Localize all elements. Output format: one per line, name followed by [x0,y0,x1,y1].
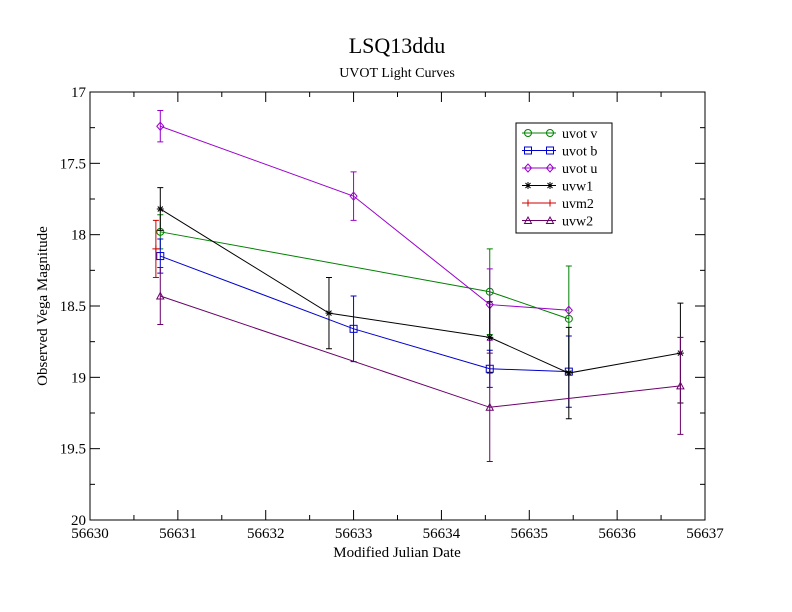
legend-label-uvw2: uvw2 [562,215,593,230]
legend: uvot v uvot b uvot u uvw1 uvm2 uvw2 [515,122,613,234]
error-bar-uvw2 [677,336,684,435]
series-line-uvot-u [160,125,569,311]
legend-label-uvm2: uvm2 [562,197,594,212]
legend-marker-uvw2 [545,215,555,224]
series-uvw2 [155,266,685,463]
legend-item-uvw1: uvw1 [522,180,593,195]
legend-box [515,122,613,234]
series-uvot-v [156,214,573,373]
legend-marker-uvw1 [546,182,554,189]
y-tick-label: 18 [71,228,86,244]
axis-ticks: 56630 56631 56632 56633 56634 56635 56636 56637… [60,85,725,542]
error-bar-uvot-u [350,171,357,221]
data-point-uvot-v [564,314,573,323]
series-line-uvw2 [160,295,681,408]
legend-marker-uvot-b [524,146,532,155]
x-tick-label: 56630 [71,526,109,542]
legend-label-uvw1: uvw1 [562,180,593,195]
series-uvot-b [156,238,573,408]
error-bar-uvw2 [486,352,493,463]
error-bar-uvot-u [157,110,164,143]
error-bar-uvot-b [350,295,357,363]
x-tick-label: 56634 [423,526,461,542]
plot-frame [89,91,706,521]
data-point-uvot-b [156,252,165,261]
y-tick-label: 17 [71,85,87,101]
x-tick-label: 56637 [686,526,724,542]
legend-item-uvot-u: uvot u [522,162,597,177]
legend-marker-uvm2 [546,199,554,207]
legend-marker-uvw1 [524,182,532,189]
legend-label-uvot-v: uvot v [562,127,597,142]
data-point-uvot-u [156,121,165,131]
data-series [152,110,685,463]
data-point-uvw2 [155,291,165,300]
series-line-uvot-b [160,255,569,373]
error-bar-uvw2 [157,266,164,326]
data-point-uvw2 [485,402,495,411]
series-uvm2 [152,219,160,278]
legend-item-uvot-b: uvot b [522,145,597,160]
chart-subtitle: UVOT Light Curves [339,66,455,81]
legend-marker-uvot-u [523,163,533,173]
data-point-uvot-u [349,191,358,201]
legend-item-uvot-v: uvot v [522,127,597,142]
y-tick-label: 19 [71,370,86,386]
legend-marker-uvm2 [524,199,532,207]
data-point-uvw1 [156,205,164,213]
legend-marker-uvot-u [545,163,555,173]
data-point-uvot-u [564,305,573,316]
series-uvot-u [156,110,573,341]
y-tick-label: 17.5 [60,156,86,172]
y-tick-label: 20 [71,513,86,529]
x-tick-label: 56636 [598,526,636,542]
data-point-uvw1 [565,369,573,377]
data-point-uvw1 [325,309,333,317]
data-point-uvw1 [486,333,494,341]
x-axis-label: Modified Julian Date [333,545,461,561]
legend-label-uvot-u: uvot u [562,162,597,177]
chart-title: LSQ13ddu [349,33,446,58]
legend-marker-uvw2 [523,215,533,224]
x-tick-label: 56633 [335,526,373,542]
y-tick-label: 18.5 [60,299,86,315]
legend-label-uvot-b: uvot b [562,145,597,160]
x-tick-label: 56632 [247,526,285,542]
x-tick-label: 56631 [159,526,197,542]
y-axis-label: Observed Vega Magnitude [35,226,51,386]
legend-item-uvw2: uvw2 [522,215,593,230]
data-point-uvw2 [676,381,685,390]
legend-marker-uvot-b [546,146,554,155]
legend-marker-uvot-v [546,129,554,137]
legend-item-uvm2: uvm2 [522,197,594,212]
data-point-uvm2 [152,245,160,253]
y-tick-label: 19.5 [60,442,86,458]
data-point-uvot-b [349,324,358,333]
legend-marker-uvot-v [524,129,532,137]
x-tick-label: 56635 [511,526,549,542]
